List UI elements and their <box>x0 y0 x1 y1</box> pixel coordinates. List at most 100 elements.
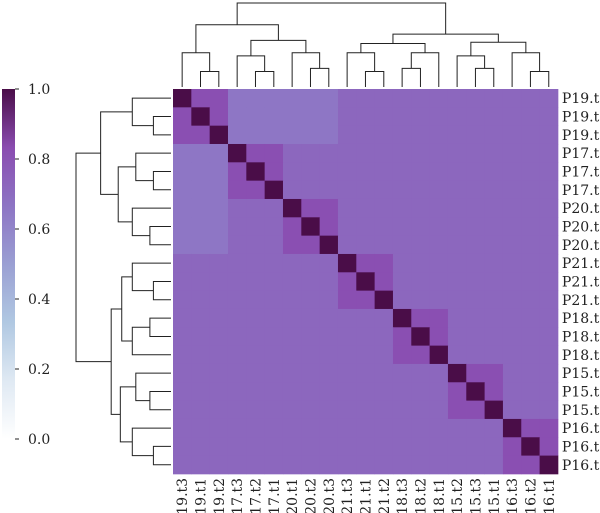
heatmap-cell <box>282 308 302 328</box>
row-label: P19.t2 <box>562 128 600 144</box>
heatmap-cell <box>502 162 522 182</box>
heatmap-cell <box>173 290 192 310</box>
heatmap-cell <box>502 363 522 383</box>
heatmap-cell <box>502 290 522 310</box>
heatmap-cell <box>539 418 559 438</box>
heatmap-cell <box>356 162 376 182</box>
row-label: P20.t1 <box>562 201 600 217</box>
heatmap-cell <box>356 107 376 127</box>
dendrogram-link <box>75 152 112 363</box>
heatmap-cell <box>502 235 522 255</box>
heatmap-cell <box>502 308 522 328</box>
heatmap-cell <box>246 162 266 182</box>
dendrogram-link <box>131 207 171 237</box>
heatmap-cell <box>502 272 522 292</box>
heatmap-cell <box>429 308 449 328</box>
heatmap-cell <box>191 308 211 328</box>
heatmap-cell <box>539 308 559 328</box>
heatmap-cell <box>484 217 504 237</box>
heatmap-cell <box>209 217 229 237</box>
heatmap-cell <box>429 272 449 292</box>
heatmap-cell <box>337 198 357 218</box>
heatmap-cell <box>191 125 211 145</box>
heatmap-cell <box>374 180 394 200</box>
heatmap-cell <box>429 235 449 255</box>
heatmap-cell <box>227 308 247 328</box>
heatmap-cell <box>521 162 540 182</box>
heatmap-cell <box>319 418 339 438</box>
heatmap-cell <box>246 308 266 328</box>
heatmap-cell <box>301 162 321 182</box>
row-label: P16.t2 <box>562 439 600 455</box>
heatmap-cell <box>173 125 192 145</box>
heatmap-cell <box>521 327 540 347</box>
heatmap-cell <box>282 89 302 108</box>
heatmap-cell <box>466 125 486 145</box>
heatmap-cell <box>392 253 412 273</box>
heatmap-cell <box>521 290 540 310</box>
heatmap-cell <box>429 125 449 145</box>
heatmap-cell <box>264 290 284 310</box>
heatmap-cell <box>502 327 522 347</box>
heatmap-cell <box>173 308 192 328</box>
heatmap-cell <box>484 253 504 273</box>
heatmap-cell <box>301 107 321 127</box>
heatmap-cell <box>374 308 394 328</box>
heatmap-cell <box>301 327 321 347</box>
heatmap-cell <box>539 107 559 127</box>
heatmap-cell <box>173 418 192 438</box>
heatmap-cell <box>466 217 486 237</box>
heatmap-cell <box>429 180 449 200</box>
row-label: P21.t1 <box>562 274 600 290</box>
heatmap-cell <box>429 253 449 273</box>
heatmap-cell <box>282 235 302 255</box>
heatmap-cell <box>319 363 339 383</box>
heatmap-cell <box>484 125 504 145</box>
heatmap-cell <box>392 89 412 108</box>
heatmap-cell <box>209 253 229 273</box>
heatmap-cell <box>447 107 467 127</box>
heatmap-cell <box>301 253 321 273</box>
heatmap-cell <box>319 89 339 108</box>
heatmap-cell <box>209 308 229 328</box>
heatmap-cell <box>392 437 412 456</box>
heatmap-cell <box>337 400 357 420</box>
dendrogram-link <box>195 24 279 53</box>
heatmap-cell <box>246 125 266 145</box>
heatmap-cell <box>466 162 486 182</box>
heatmap-cell <box>209 382 229 402</box>
heatmap-cell <box>191 162 211 182</box>
heatmap-cell <box>484 272 504 292</box>
row-label: P17.t2 <box>562 164 600 180</box>
heatmap-cell <box>539 162 559 182</box>
dendrogram-link <box>100 111 133 195</box>
heatmap-cell <box>411 345 431 365</box>
heatmap-cell <box>392 290 412 310</box>
heatmap-cell <box>337 162 357 182</box>
row-label: P18.t2 <box>562 329 600 345</box>
heatmap-cell <box>447 217 467 237</box>
heatmap-cell <box>319 308 339 328</box>
heatmap-cell <box>392 327 412 347</box>
heatmap-cell <box>246 455 266 475</box>
heatmap-cell <box>466 400 486 420</box>
dendrogram-link <box>410 52 440 87</box>
heatmap-cell <box>246 198 266 218</box>
heatmap-cell <box>466 455 486 475</box>
heatmap-cell <box>264 382 284 402</box>
heatmap-cell <box>411 400 431 420</box>
dendrogram-link <box>474 67 495 87</box>
heatmap-cell <box>392 455 412 475</box>
heatmap-cell <box>392 143 412 163</box>
heatmap-cell <box>411 455 431 475</box>
column-label: P21.t2 <box>377 478 393 513</box>
heatmap-cell <box>521 418 540 438</box>
heatmap-cell <box>484 418 504 438</box>
heatmap-cell <box>502 418 522 438</box>
heatmap-cell <box>539 345 559 365</box>
heatmap-cell <box>447 400 467 420</box>
heatmap-cell <box>282 382 302 402</box>
heatmap-cell <box>264 418 284 438</box>
heatmap-cell <box>429 455 449 475</box>
heatmap-cell <box>392 382 412 402</box>
